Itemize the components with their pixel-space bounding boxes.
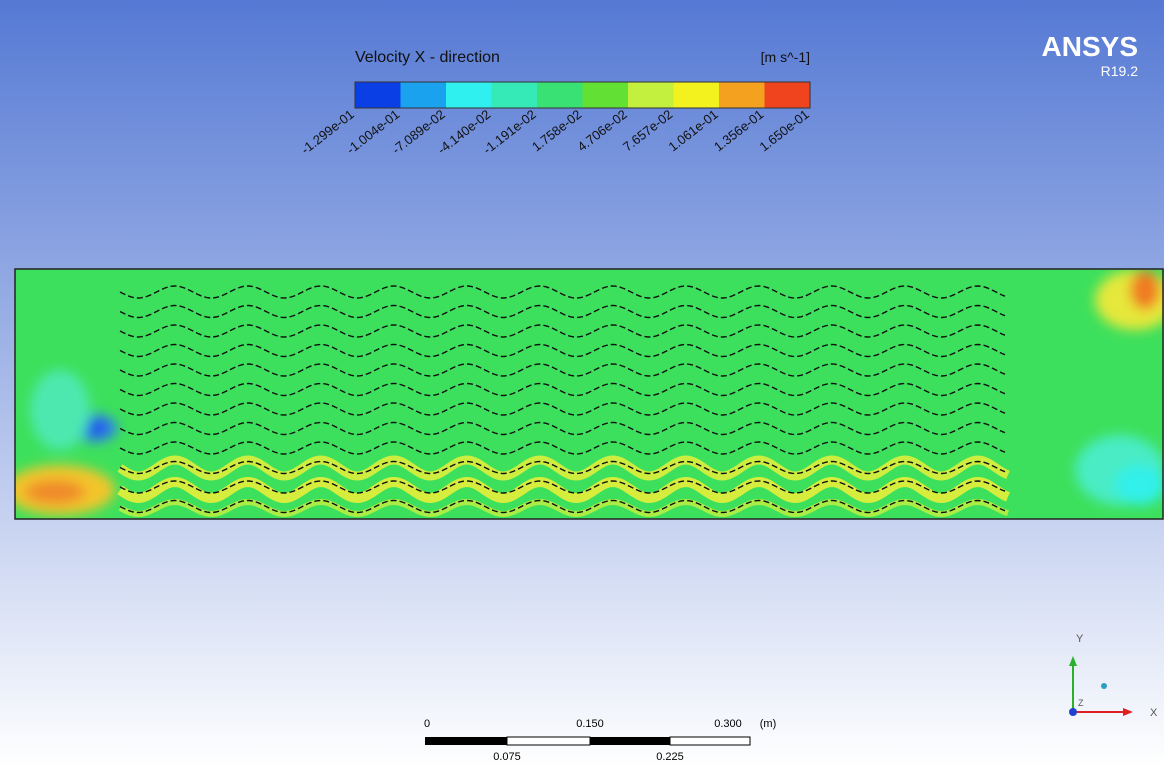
legend-title: Velocity X - direction (355, 49, 500, 66)
scale-unit: (m) (760, 718, 777, 730)
colorbar-segment (765, 82, 811, 108)
viewport: Velocity X - direction [m s^-1] -1.299e-… (0, 0, 1164, 767)
colorbar-segment (537, 82, 583, 108)
colorbar-segment (355, 82, 401, 108)
colorbar-segment (674, 82, 720, 108)
colorbar-segment (719, 82, 765, 108)
legend-unit: [m s^-1] (761, 49, 810, 65)
colorbar-segment (492, 82, 538, 108)
axis-x: X (1150, 707, 1158, 719)
colorbar-segment (628, 82, 674, 108)
logo-version: R19.2 (1101, 63, 1139, 79)
axis-y: Y (1076, 633, 1084, 645)
colorbar-segment (583, 82, 629, 108)
colorbar-segment (401, 82, 447, 108)
scale-label: 0.225 (656, 751, 684, 763)
colorbar-segment (446, 82, 492, 108)
scale-label: 0.075 (493, 751, 521, 763)
logo: ANSYS (1042, 31, 1138, 62)
scale-label: 0.150 (576, 718, 604, 730)
page: {"legend": {"title": "Velocity X - direc… (0, 0, 1164, 767)
contour-field (5, 269, 1164, 519)
scale-label: 0.300 (714, 718, 742, 730)
axis-z: Z (1078, 698, 1084, 708)
scale-label: 0 (424, 718, 430, 730)
